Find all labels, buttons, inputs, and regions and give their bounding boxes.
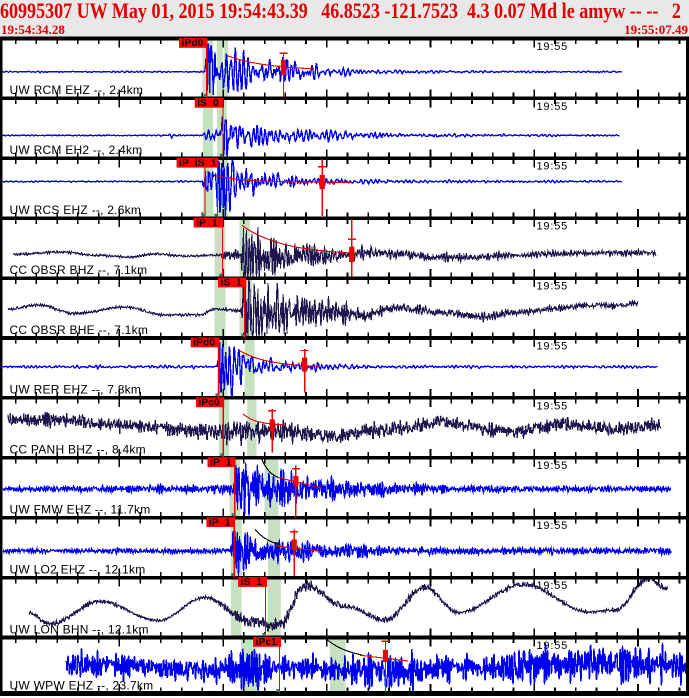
svg-text:iS 0: iS 0 [197,98,219,109]
svg-text:CC PANH BHZ --, 8.4km: CC PANH BHZ --, 8.4km [10,443,146,457]
svg-text:UW RCM EHZ --, 2.4km: UW RCM EHZ --, 2.4km [10,83,144,97]
svg-text:19:55: 19:55 [537,161,569,173]
svg-text:UW RCS EHZ --, 2.6km: UW RCS EHZ --, 2.6km [10,203,142,217]
svg-text:iPd0: iPd0 [182,38,204,49]
svg-text:19:55: 19:55 [537,41,569,53]
svg-text:19:55: 19:55 [537,460,569,472]
svg-text:UW WPW EHZ --, 23.7km: UW WPW EHZ --, 23.7km [10,678,154,692]
svg-text:UW RER EHZ --, 7.8km: UW RER EHZ --, 7.8km [10,383,142,397]
svg-text:UW RCM EH2 --, 2.4km: UW RCM EH2 --, 2.4km [10,143,143,157]
svg-text:UW LON BHN --, 12.1km: UW LON BHN --, 12.1km [10,622,149,636]
svg-text:19:55: 19:55 [537,640,569,652]
svg-text:iPd0: iPd0 [193,338,215,349]
svg-text:19:55: 19:55 [537,101,569,113]
svg-text:UW LO2 EHZ --, 12.1km: UW LO2 EHZ --, 12.1km [10,562,146,576]
svg-text:19:55: 19:55 [537,281,569,293]
svg-text:iPc0: iPc0 [198,398,220,409]
svg-text:iP iS 1: iP iS 1 [179,158,217,169]
svg-text:UW FMW EHZ --, 11.7km: UW FMW EHZ --, 11.7km [10,503,151,517]
svg-text:19:55: 19:55 [537,221,569,233]
svg-text:iP 1: iP 1 [209,517,231,528]
svg-text:19:55: 19:55 [537,340,569,352]
svg-text:19:55: 19:55 [537,400,569,412]
svg-text:iS 1: iS 1 [241,577,263,588]
svg-text:iPc1: iPc1 [256,637,278,648]
svg-text:19:55: 19:55 [537,520,569,532]
svg-text:iS 1: iS 1 [221,278,243,289]
svg-text:CC OBSR BHZ --, 7.1km: CC OBSR BHZ --, 7.1km [10,263,148,277]
svg-text:iP 1: iP 1 [196,218,218,229]
svg-text:CC OBSR BHE --, 7.1km: CC OBSR BHE --, 7.1km [10,323,149,337]
svg-text:iP 1: iP 1 [210,457,232,468]
